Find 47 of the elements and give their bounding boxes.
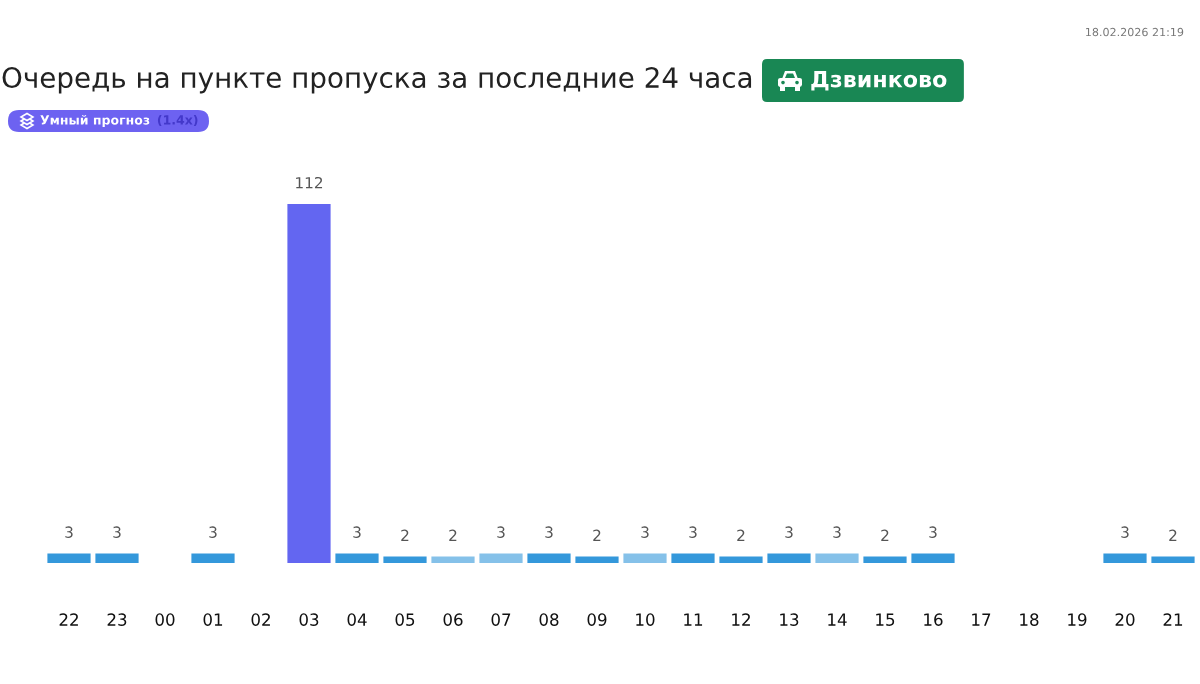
data-label: 3 [113,526,121,538]
x-tick-label: 21 [1163,613,1183,626]
data-label: 3 [545,526,553,538]
text: 18.02.2026 21:19 [1086,27,1184,37]
x-tick-label: 04 [347,613,367,626]
x-tick-label: 07 [491,613,511,626]
data-label: 2 [401,529,409,541]
x-tick-label: 11 [684,613,703,626]
x-tick-label: 03 [299,613,319,626]
data-label: 2 [449,529,457,541]
x-tick-label: 10 [636,613,655,626]
x-tick-label: 09 [587,613,607,626]
x-tick-label: 12 [732,613,750,626]
chart-title: Очередь на пункте пропуска за последние 24 часа [2,67,752,94]
data-label: 3 [641,526,649,538]
x-tick-label: 00 [155,613,175,626]
x-tick-label: 17 [972,613,991,626]
data-label: 3 [833,526,841,538]
data-label: 2 [737,529,745,541]
data-label: 3 [65,526,73,538]
text: Умный прогноз [40,114,150,128]
x-tick-label: 22 [59,613,78,626]
x-tick-label: 13 [780,613,799,626]
x-tick-label: 02 [251,613,270,626]
data-label: 2 [881,529,889,541]
x-tick-label: 14 [828,613,847,626]
x-tick-label: 23 [107,613,127,626]
x-tick-label: 05 [395,613,415,626]
data-label: 112 [296,176,323,189]
data-label: 3 [209,526,217,538]
data-label: 2 [593,529,601,541]
data-label: 3 [1121,526,1129,538]
data-label: 3 [929,526,937,538]
data-label: 3 [785,526,793,538]
x-tick-label: 16 [924,613,943,626]
x-tick-label: 20 [1115,613,1135,626]
x-tick-label: 06 [443,613,463,626]
x-tick-label: 19 [1068,613,1087,626]
x-tick-label: 15 [876,613,895,626]
data-label: 3 [497,526,505,538]
x-tick-label: 18 [1020,613,1039,626]
chart-subtitle: Дзвинково [811,70,947,91]
data-label: 3 [353,526,361,538]
data-label: 3 [689,526,697,538]
x-tick-label: 01 [203,613,223,626]
data-label: 2 [1169,529,1177,541]
x-tick-label: 08 [539,613,559,626]
